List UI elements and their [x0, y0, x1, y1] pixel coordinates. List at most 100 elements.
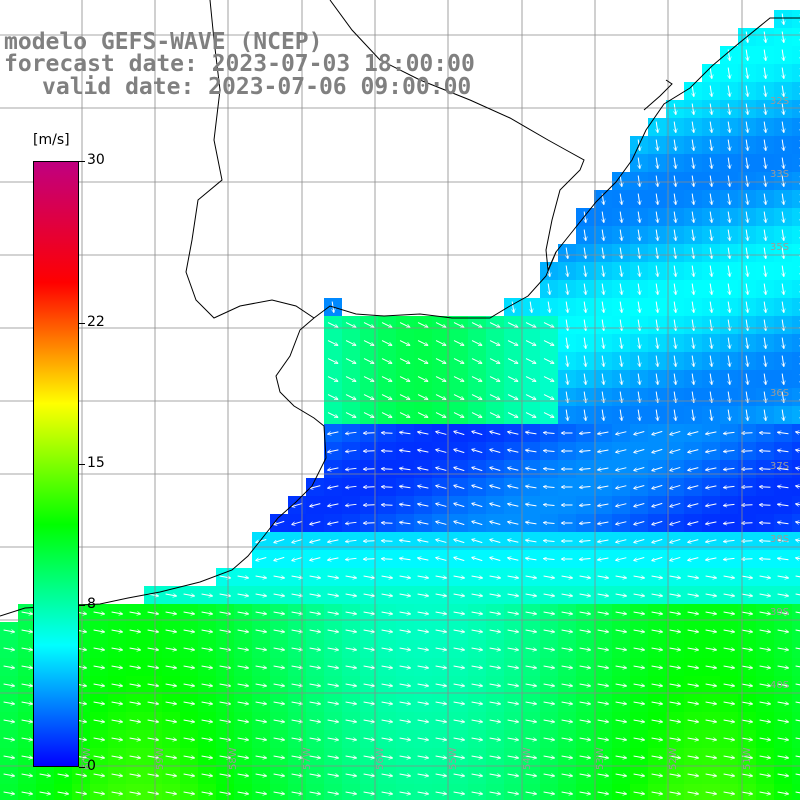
wind-arrow — [382, 559, 393, 560]
wind-cell — [792, 388, 800, 406]
colorbar-tick-mark — [79, 322, 85, 324]
wind-cell — [306, 784, 324, 800]
wind-cell — [108, 784, 126, 800]
wind-cell — [450, 784, 468, 800]
colorbar-tick-label: 0 — [87, 758, 96, 774]
wind-cell — [144, 784, 162, 800]
latitude-label: 40S — [770, 680, 789, 691]
wind-cell — [18, 784, 36, 800]
wind-arrow — [382, 487, 393, 488]
wind-cell — [36, 784, 54, 800]
wind-arrow — [382, 469, 393, 470]
wind-cell — [792, 280, 800, 298]
wind-cell — [270, 784, 288, 800]
wind-cell — [792, 298, 800, 316]
wind-cell — [792, 208, 800, 226]
latitude-label: 33S — [770, 169, 789, 180]
wind-cell — [792, 316, 800, 334]
wind-cell — [288, 784, 306, 800]
latitude-label: 32S — [770, 96, 789, 107]
wind-cell — [792, 136, 800, 154]
wind-cell — [792, 370, 800, 388]
latitude-label: 39S — [770, 607, 789, 618]
wind-cell — [792, 226, 800, 244]
longitude-label: 58W — [228, 747, 239, 770]
wind-arrow — [760, 433, 771, 434]
wind-cell — [792, 586, 800, 604]
longitude-label: 57W — [302, 747, 313, 770]
map-title-forecast-date: forecast date: 2023-07-03 18:00:00 — [4, 51, 475, 77]
wind-cell — [792, 604, 800, 622]
wind-cell — [774, 784, 792, 800]
wind-cell — [198, 784, 216, 800]
map-title-valid-date: valid date: 2023-07-06 09:00:00 — [42, 74, 472, 100]
wind-cell — [630, 784, 648, 800]
wind-cell — [792, 244, 800, 262]
wind-cell — [738, 784, 756, 800]
wind-cell — [558, 784, 576, 800]
wind-cell — [792, 190, 800, 208]
wind-cell — [432, 784, 450, 800]
wind-cell — [522, 784, 540, 800]
wind-cell — [162, 784, 180, 800]
wind-cell — [540, 784, 558, 800]
wind-cell — [792, 154, 800, 172]
wind-cell — [792, 118, 800, 136]
wind-cell — [792, 334, 800, 352]
wind-cell — [792, 82, 800, 100]
wind-cell — [90, 784, 108, 800]
wind-cell — [792, 658, 800, 676]
latitude-label: 37S — [770, 461, 789, 472]
longitude-label: 59W — [155, 747, 166, 770]
longitude-label: 55W — [448, 747, 459, 770]
longitude-label: 53W — [595, 747, 606, 770]
wind-arrow — [382, 505, 393, 506]
latitude-label: 35S — [770, 242, 789, 253]
wind-cell — [594, 784, 612, 800]
wind-cell — [0, 784, 18, 800]
wind-cell — [486, 784, 504, 800]
wind-arrow — [760, 541, 771, 542]
wind-cell — [792, 712, 800, 730]
wind-cell — [648, 784, 666, 800]
wind-arrow — [760, 505, 771, 506]
wind-arrow — [382, 433, 393, 434]
wind-cell — [792, 46, 800, 64]
wind-cell — [252, 784, 270, 800]
wind-cell — [216, 784, 234, 800]
wind-cell — [702, 784, 720, 800]
longitude-label: 56W — [375, 747, 386, 770]
wind-field — [0, 10, 800, 800]
wind-cell — [792, 100, 800, 118]
colorbar-tick-mark — [79, 605, 85, 607]
colorbar-tick-mark — [79, 767, 85, 768]
wind-cell — [342, 784, 360, 800]
wind-cell — [720, 784, 738, 800]
wind-cell — [378, 784, 396, 800]
colorbar-tick-mark — [79, 161, 85, 162]
wind-cell — [792, 352, 800, 370]
wind-arrow — [760, 469, 771, 470]
wind-cell — [792, 676, 800, 694]
wind-cell — [792, 406, 800, 424]
wind-cell — [234, 784, 252, 800]
colorbar-tick-label: 8 — [87, 596, 96, 613]
wind-cell — [414, 784, 432, 800]
wind-arrow — [382, 451, 393, 452]
latitude-label: 38S — [770, 534, 789, 545]
wind-cell — [792, 640, 800, 658]
wind-cell — [792, 568, 800, 586]
wind-cell — [792, 262, 800, 280]
wind-cell — [180, 784, 198, 800]
wind-cell — [792, 28, 800, 46]
latitude-label: 36S — [770, 388, 789, 399]
wind-cell — [396, 784, 414, 800]
wind-cell — [126, 784, 144, 800]
colorbar-units: [m/s] — [33, 132, 70, 148]
wind-cell — [504, 784, 522, 800]
wind-cell — [576, 784, 594, 800]
wind-cell — [792, 172, 800, 190]
wind-arrow — [760, 451, 771, 452]
wind-cell — [54, 784, 72, 800]
